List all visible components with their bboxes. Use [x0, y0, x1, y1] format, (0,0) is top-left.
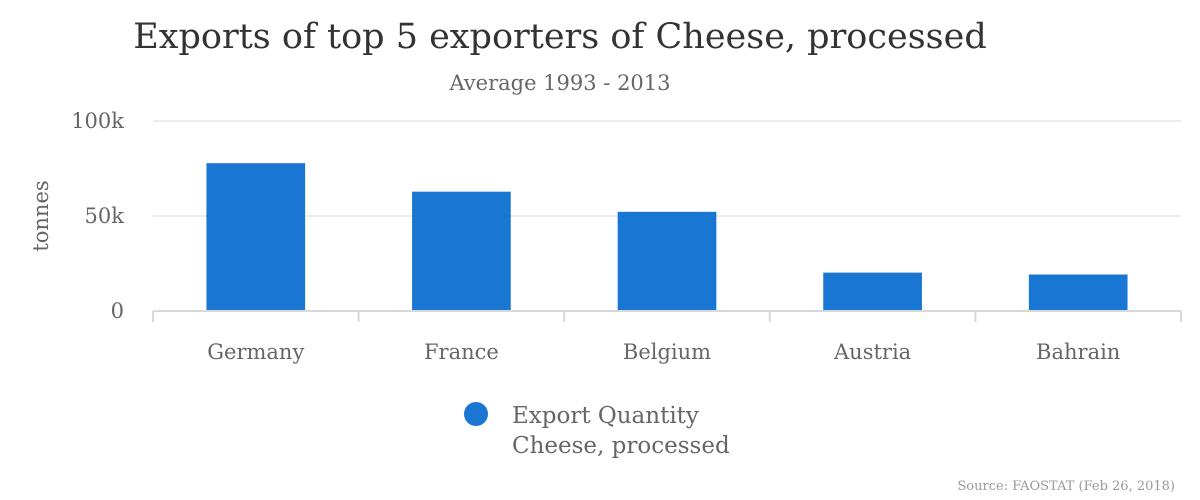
source-note: Source: FAOSTAT (Feb 26, 2018)	[957, 479, 1175, 494]
x-axis-ticks: Germany France Belgium Austria Bahrain	[207, 340, 1120, 364]
y-tick-label: 50k	[85, 204, 125, 228]
gridlines	[153, 120, 1181, 217]
y-axis-ticks: 0 50k 100k	[71, 109, 124, 323]
y-tick-label: 0	[111, 299, 124, 323]
x-tick-label: Bahrain	[1036, 340, 1120, 364]
legend-label[interactable]: Export Quantity	[512, 403, 699, 429]
bar-germany[interactable]	[206, 163, 306, 311]
legend-label[interactable]: Cheese, processed	[512, 433, 730, 459]
bar-austria[interactable]	[823, 272, 922, 311]
x-tick-label: France	[424, 340, 499, 364]
x-tick-label: Germany	[207, 340, 304, 364]
legend[interactable]: Export Quantity Cheese, processed	[464, 402, 730, 459]
y-tick-label: 100k	[71, 109, 124, 133]
bars	[206, 163, 1128, 311]
x-axis	[152, 310, 1182, 322]
bar-bahrain[interactable]	[1028, 274, 1128, 311]
bar-france[interactable]	[412, 191, 511, 311]
chart-title: Exports of top 5 exporters of Cheese, pr…	[133, 17, 987, 57]
y-axis-label: tonnes	[29, 180, 53, 251]
legend-marker[interactable]	[464, 402, 488, 426]
chart-subtitle: Average 1993 - 2013	[448, 71, 670, 95]
x-tick-label: Austria	[833, 340, 911, 364]
x-tick-label: Belgium	[623, 340, 711, 364]
bar-belgium[interactable]	[617, 211, 717, 311]
